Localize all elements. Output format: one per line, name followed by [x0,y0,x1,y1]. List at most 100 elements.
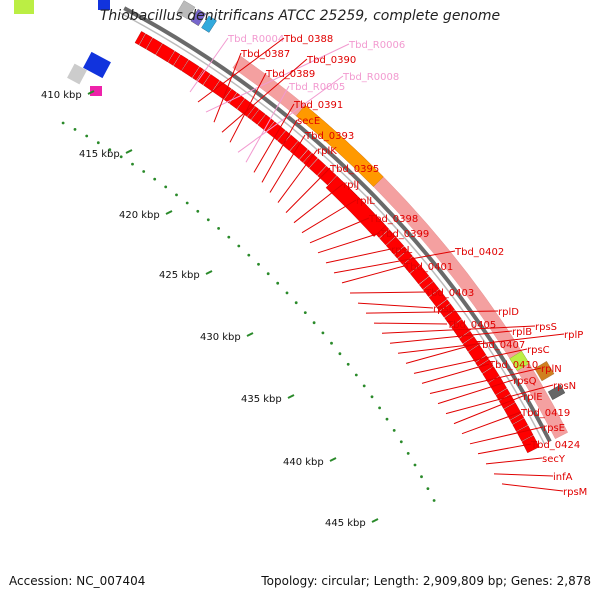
scale-dot [378,406,381,410]
cds-reverse-block [309,158,327,176]
gene-leader-line [221,58,308,133]
gene-leader-line [453,395,524,425]
gene-leader-line [437,379,514,405]
gene-leader-line [405,343,477,364]
gene-label: Tbd_0393 [304,131,354,142]
cds-reverse-block [488,376,507,396]
cds-reverse-block [223,88,237,104]
cds-reverse-block [155,43,175,63]
scale-label: 415 kbp [79,149,120,160]
gene-leader-line [461,411,522,435]
cds-reverse-block [139,33,153,50]
scale-dot [175,193,178,197]
cog-purple-block [190,8,207,27]
gene-label: rpsL [391,245,413,256]
cds-reverse-block [495,388,511,401]
scale-dot [406,452,410,455]
gene-leader-line [277,149,318,203]
scale-dot [185,201,189,205]
gene-leader-line [397,333,565,354]
cds-reverse-block [192,66,204,81]
gene-label: Tbd_0407 [475,340,525,351]
scale-dot [385,417,389,421]
scale-dot [164,185,168,189]
gene-leader-line [205,43,350,113]
scale-dot [392,429,396,432]
scale-dot [370,395,374,399]
scale-dot [217,227,221,230]
scale-tick [205,270,213,275]
scale-tick [287,394,295,399]
map-title: Thiobacillus denitrificans ATCC 25259, c… [99,8,501,24]
gene-leader-line [501,483,564,492]
cds-reverse-block [299,149,312,163]
cds-reverse-block [422,281,440,298]
cds-reverse-block [428,289,448,308]
cds-reverse-block [444,310,462,327]
gene-leader-line [325,248,392,264]
gene-leader-line [421,363,490,384]
cds-reverse-block [251,109,266,125]
scale-tick [125,149,133,154]
gene-leader-line [413,348,528,374]
cds-reverse-block [498,394,516,409]
gene-leader-line [445,384,554,415]
gene-label: Tbd_0395 [329,164,379,175]
cds-reverse-block [146,37,163,55]
scale-dot [119,155,123,159]
scale-dot [312,321,316,325]
gene-leader-line [197,37,285,103]
scale-dot [257,262,260,266]
scale-dot [142,170,146,173]
gene-leader-line [389,330,513,344]
gene-leader-line [341,265,405,284]
scale-ruler: 410 kbp 415 kbp 420 kbp 425 kbp 430 kbp 435 k… [41,90,436,529]
gene-label: Tbd_0405 [446,320,496,331]
cds-reverse-block [229,92,245,110]
gene-label: rpsQ [513,376,537,387]
gene-leader-line [213,52,242,123]
gene-leader-line [349,291,426,294]
feature-blue-block [83,51,111,79]
gene-leader-line [469,426,544,445]
cds-reverse-block [266,121,286,141]
scale-dot [354,373,358,377]
gene-label: Tbd_R0008 [342,72,399,83]
gene-leader-line [365,310,499,314]
cds-reverse-block [317,165,337,186]
cds-reverse-block [450,319,470,339]
cds-reverse-block [482,366,500,383]
scale-dot [266,272,270,276]
gene-label: Tbd_0410 [488,360,538,371]
gene-label: rpsN [553,381,576,392]
gene-leader-line [333,250,456,274]
gene-label: Tbd_R0006 [348,40,405,51]
scale-dot [426,487,430,490]
gene-label: rpsJ [433,304,452,315]
scale-tick [246,332,254,337]
scale-dot [399,440,403,444]
cds-reverse-block [379,229,396,246]
scale-dot [294,301,298,305]
gene-label: Tbd_0391 [293,100,343,111]
cds-reverse-block [436,299,451,312]
gene-label: rplN [541,364,562,375]
cds-reverse-block [247,106,260,120]
backbone-arc [123,6,552,443]
topology-summary: Topology: circular; Length: 2,909,809 bp… [261,574,591,588]
scale-dot [153,177,157,181]
scale-dot [108,148,112,152]
gene-leader-line [381,325,536,334]
gene-label: secY [542,454,566,465]
gene-label: Tbd_0387 [240,49,290,60]
gene-leader-line [357,302,434,309]
gene-label: Tbd_0419 [520,408,570,419]
scale-tick [329,457,337,462]
scale-dot [73,127,77,131]
scale-dot [61,121,65,125]
gene-leader-line [309,217,370,244]
cds-reverse-block [167,51,181,66]
gene-leader-line [189,37,229,93]
scale-dot [338,352,342,356]
